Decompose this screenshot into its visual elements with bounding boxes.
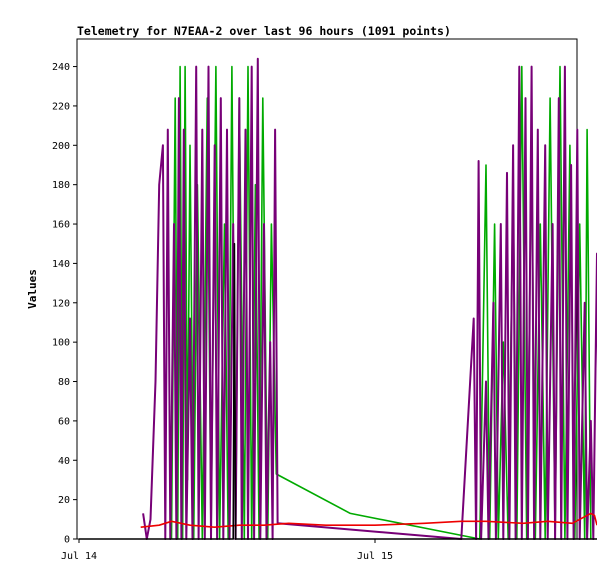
y-tick-label: 120: [52, 298, 70, 309]
y-axis-label: Values: [26, 269, 39, 309]
series-line-purple: [142, 57, 597, 540]
y-tick-label: 200: [52, 141, 70, 152]
y-tick-label: 40: [58, 456, 70, 467]
y-tick-label: 20: [58, 495, 70, 506]
series-line-black: [79, 242, 597, 540]
chart-title: Telemetry for N7EAA-2 over last 96 hours…: [77, 24, 451, 38]
x-axis-ticks: Jul 14 Jul 15: [61, 539, 393, 562]
y-tick-label: 160: [52, 220, 70, 231]
y-tick-label: 180: [52, 180, 70, 191]
x-tick-label: Jul 15: [357, 551, 393, 562]
y-tick-label: 80: [58, 377, 70, 388]
y-tick-label: 100: [52, 338, 70, 349]
x-tick-label: Jul 14: [61, 551, 97, 562]
y-axis-ticks: 0 20 40 60 80 100 120 140 160 180 200 220 240: [52, 62, 77, 546]
series-line-red: [140, 512, 597, 529]
y-tick-label: 240: [52, 62, 70, 73]
y-tick-label: 60: [58, 416, 70, 427]
y-tick-label: 0: [64, 535, 70, 546]
series-layer: [79, 57, 597, 540]
y-tick-label: 140: [52, 259, 70, 270]
y-tick-label: 220: [52, 101, 70, 112]
